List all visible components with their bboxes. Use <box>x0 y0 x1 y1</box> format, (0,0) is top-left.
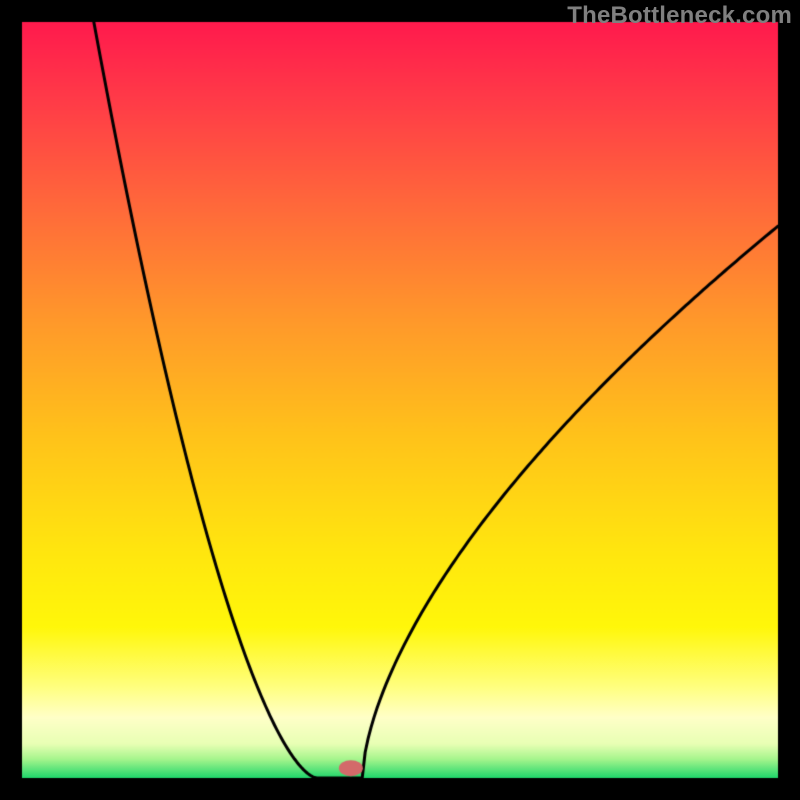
chart-stage: TheBottleneck.com <box>0 0 800 800</box>
bottleneck-chart-canvas <box>0 0 800 800</box>
attribution-text: TheBottleneck.com <box>567 2 792 30</box>
